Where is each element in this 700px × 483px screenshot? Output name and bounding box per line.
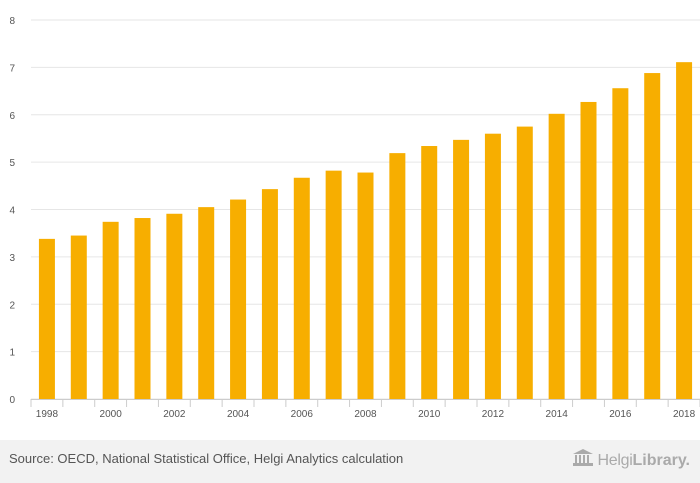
x-tick-label: 2010 xyxy=(418,409,441,420)
y-tick-label: 1 xyxy=(9,348,15,359)
chart-footer: Source: OECD, National Statistical Offic… xyxy=(0,440,700,483)
bar-2011 xyxy=(453,139,470,399)
bar-2006 xyxy=(293,177,310,399)
y-tick-label: 2 xyxy=(9,300,15,311)
x-tick-label: 2002 xyxy=(163,409,186,420)
bar-2002 xyxy=(166,213,183,399)
bar-1998 xyxy=(38,238,55,399)
x-tick-label: 2016 xyxy=(609,409,632,420)
bar-2016 xyxy=(612,88,629,399)
y-tick-label: 8 xyxy=(9,16,15,27)
x-tick-label: 2012 xyxy=(482,409,505,420)
x-tick-label: 2004 xyxy=(227,409,250,420)
x-tick-label: 2018 xyxy=(673,409,696,420)
bar-2018 xyxy=(676,62,693,399)
bar-2014 xyxy=(548,113,565,400)
y-tick-label: 5 xyxy=(9,158,15,169)
bar-2008 xyxy=(357,172,374,399)
bar-2010 xyxy=(421,146,438,399)
bar-2004 xyxy=(230,199,247,399)
source-note: Source: OECD, National Statistical Offic… xyxy=(9,451,404,466)
bar-2003 xyxy=(198,207,215,399)
helgi-library-logo[interactable]: Helgi Library. xyxy=(572,449,690,472)
brand-name-part2: Library. xyxy=(632,451,691,469)
bar-chart: 0 1 2 3 4 5 6 7 8 1998 2000 2002 2004 2006 2008 2010 201… xyxy=(9,16,700,420)
y-tick-label: 6 xyxy=(9,111,15,122)
x-tick-label: 2006 xyxy=(291,409,314,420)
library-building-icon xyxy=(572,449,594,472)
y-tick-label: 4 xyxy=(9,206,15,217)
bar-2000 xyxy=(102,221,119,399)
x-tick-label: 1998 xyxy=(36,409,59,420)
x-tick-label: 2008 xyxy=(354,409,377,420)
y-tick-label: 3 xyxy=(9,253,15,264)
y-tick-label: 0 xyxy=(9,395,15,406)
bar-2017 xyxy=(644,73,661,399)
bar-2009 xyxy=(389,153,406,399)
bar-2015 xyxy=(580,101,597,400)
y-tick-label: 7 xyxy=(9,63,15,74)
bar-2007 xyxy=(325,170,342,399)
x-tick-label: 2014 xyxy=(546,409,569,420)
bar-2001 xyxy=(134,218,151,399)
bar-1999 xyxy=(70,235,87,399)
x-tick-label: 2000 xyxy=(100,409,123,420)
bar-2012 xyxy=(484,133,501,399)
brand-name-part1: Helgi xyxy=(597,451,633,469)
bar-2005 xyxy=(261,189,278,399)
bar-2013 xyxy=(516,126,533,399)
